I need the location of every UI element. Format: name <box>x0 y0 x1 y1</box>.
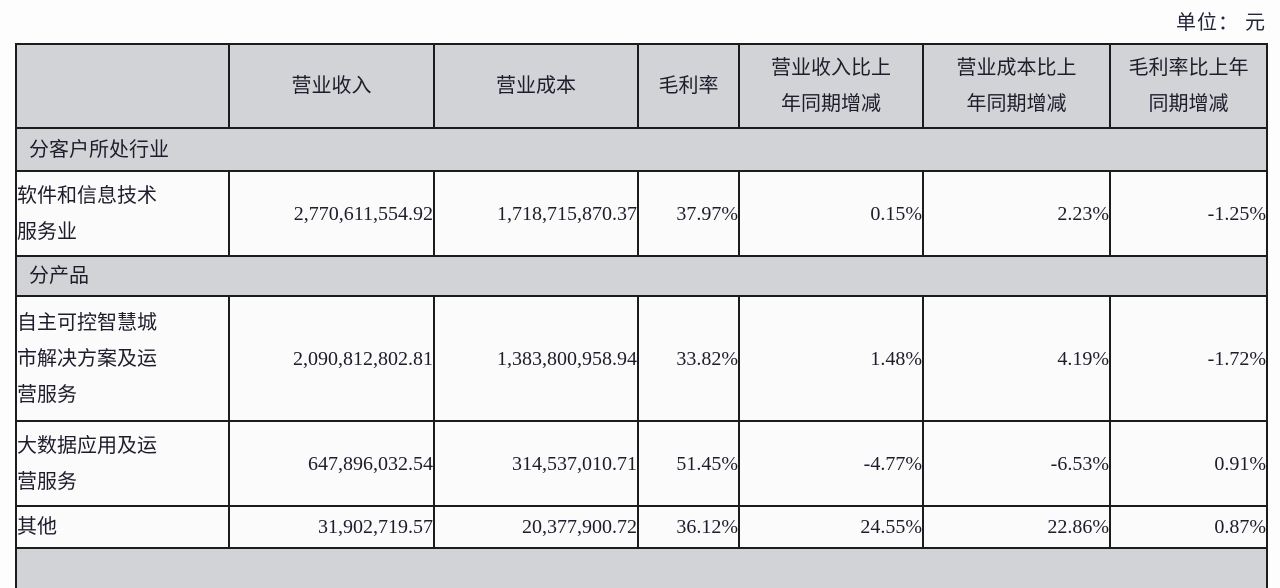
gross-margin-yoy-value: -1.72% <box>1109 295 1268 422</box>
section-label-by-industry: 分客户所处行业 <box>15 127 1268 172</box>
revenue-yoy-value: 1.48% <box>738 295 924 422</box>
financial-table: 营业收入 营业成本 毛利率 营业收入比上 年同期增减 营业成本比上 年同期增减 … <box>15 43 1268 588</box>
cost-value: 20,377,900.72 <box>433 505 639 549</box>
gross-margin-value: 51.45% <box>637 420 740 507</box>
table-row-other: 其他 31,902,719.57 20,377,900.72 36.12% 24… <box>15 505 1268 549</box>
cost-yoy-value: 22.86% <box>922 505 1111 549</box>
header-cost: 营业成本 <box>433 43 639 129</box>
section-row-by-industry: 分客户所处行业 <box>15 127 1268 172</box>
row-label: 其他 <box>15 505 230 549</box>
gross-margin-value: 33.82% <box>637 295 740 422</box>
revenue-yoy-value: -4.77% <box>738 420 924 507</box>
header-gross-margin: 毛利率 <box>637 43 740 129</box>
bottom-section-row <box>15 547 1268 588</box>
revenue-value: 31,902,719.57 <box>228 505 435 549</box>
gross-margin-value: 36.12% <box>637 505 740 549</box>
row-label: 大数据应用及运 营服务 <box>15 420 230 507</box>
gross-margin-yoy-value: -1.25% <box>1109 170 1268 257</box>
revenue-yoy-value: 0.15% <box>738 170 924 257</box>
revenue-value: 2,090,812,802.81 <box>228 295 435 422</box>
header-gross-margin-yoy: 毛利率比上年 同期增减 <box>1109 43 1268 129</box>
table-row-big-data: 大数据应用及运 营服务 647,896,032.54 314,537,010.7… <box>15 420 1268 507</box>
section-label-by-product: 分产品 <box>15 255 1268 297</box>
section-row-by-product: 分产品 <box>15 255 1268 297</box>
header-revenue: 营业收入 <box>228 43 435 129</box>
gross-margin-value: 37.97% <box>637 170 740 257</box>
cost-yoy-value: 2.23% <box>922 170 1111 257</box>
row-label: 自主可控智慧城 市解决方案及运 营服务 <box>15 295 230 422</box>
bottom-section-cell <box>15 547 1268 588</box>
cost-value: 1,383,800,958.94 <box>433 295 639 422</box>
table-row-smart-city: 自主可控智慧城 市解决方案及运 营服务 2,090,812,802.81 1,3… <box>15 295 1268 422</box>
revenue-value: 2,770,611,554.92 <box>228 170 435 257</box>
cost-value: 1,718,715,870.37 <box>433 170 639 257</box>
revenue-yoy-value: 24.55% <box>738 505 924 549</box>
header-item <box>15 43 230 129</box>
header-revenue-yoy: 营业收入比上 年同期增减 <box>738 43 924 129</box>
cost-value: 314,537,010.71 <box>433 420 639 507</box>
revenue-value: 647,896,032.54 <box>228 420 435 507</box>
gross-margin-yoy-value: 0.91% <box>1109 420 1268 507</box>
table-row-software-it: 软件和信息技术 服务业 2,770,611,554.92 1,718,715,8… <box>15 170 1268 257</box>
cost-yoy-value: -6.53% <box>922 420 1111 507</box>
header-cost-yoy: 营业成本比上 年同期增减 <box>922 43 1111 129</box>
cost-yoy-value: 4.19% <box>922 295 1111 422</box>
header-row: 营业收入 营业成本 毛利率 营业收入比上 年同期增减 营业成本比上 年同期增减 … <box>15 43 1268 129</box>
row-label: 软件和信息技术 服务业 <box>15 170 230 257</box>
gross-margin-yoy-value: 0.87% <box>1109 505 1268 549</box>
unit-label: 单位： 元 <box>1176 12 1266 34</box>
